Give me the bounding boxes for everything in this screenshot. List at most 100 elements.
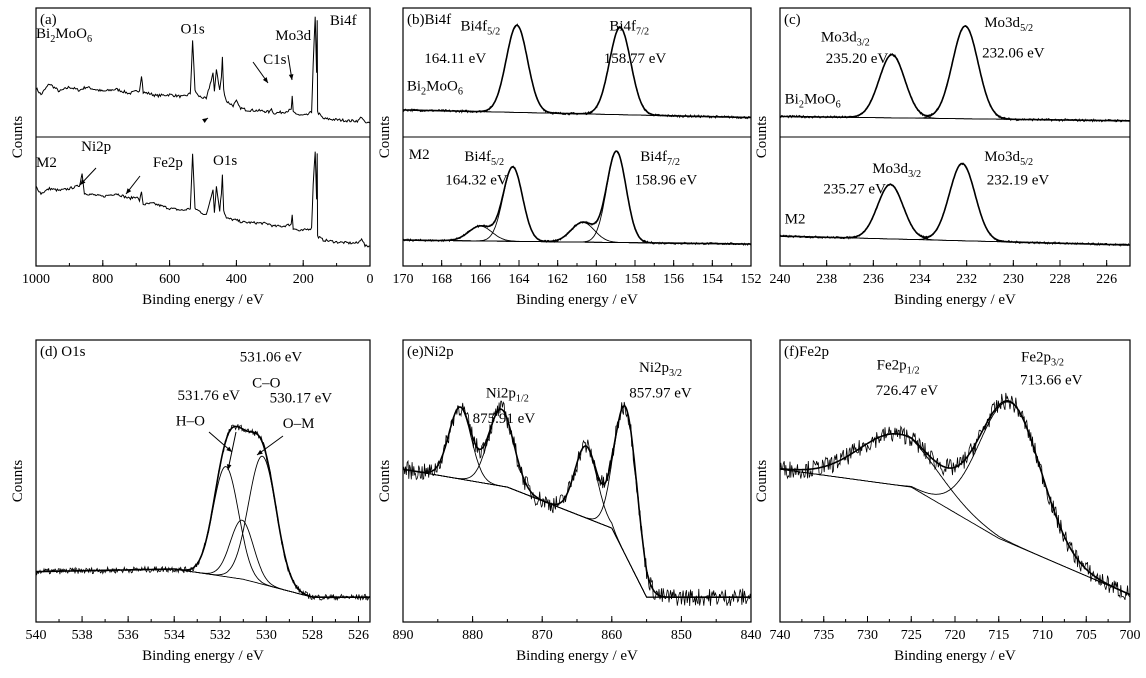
series-m2: [35, 151, 371, 248]
x-tick-label: 236: [863, 272, 884, 287]
component-peak: [403, 225, 751, 245]
x-tick-label: 800: [92, 272, 113, 287]
annotation-label: Mo3d5/2: [984, 15, 1033, 34]
x-tick-label: 870: [532, 628, 553, 643]
component-peak: [403, 151, 751, 245]
x-tick-label: 1000: [22, 272, 50, 287]
component-peak: [403, 24, 751, 118]
y-axis-label: Counts: [377, 460, 393, 503]
annotation-arrow: [202, 117, 209, 124]
x-tick-label: 720: [945, 628, 966, 643]
plot-frame: [402, 339, 752, 623]
annotation-arrow: [125, 175, 141, 195]
annotation-label: C1s: [263, 52, 287, 68]
x-tick-label: 160: [586, 272, 607, 287]
annotation-arrow: [256, 435, 284, 456]
fit-envelope: [403, 150, 751, 245]
annotation-label: O1s: [181, 22, 205, 38]
x-tick-label: 168: [431, 272, 452, 287]
annotation-arrow: [208, 431, 233, 453]
component-peak: [402, 408, 751, 598]
annotation-arrow: [226, 431, 237, 471]
component-peak: [36, 519, 370, 598]
raw-data: [402, 150, 752, 246]
panel-c: 240 238 236 234 232 230 228 226 Binding energy /…: [754, 7, 1131, 308]
x-tick-label: 890: [393, 628, 414, 643]
series-bi2moo6: [35, 16, 371, 124]
x-tick-label: 240: [770, 272, 791, 287]
x-tick-label: 154: [702, 272, 723, 287]
annotation-label: O–M: [283, 416, 315, 432]
panel-d: 540 538 536 534 532 530 528 526 Binding energy /…: [10, 339, 371, 664]
x-tick-label: 158: [625, 272, 646, 287]
annotation-label: 857.97 eV: [629, 386, 692, 402]
series-m2: [779, 162, 1131, 247]
y-axis-label: Counts: [377, 116, 393, 159]
annotation-label: 530.17 eV: [270, 391, 333, 407]
annotation-label: 531.06 eV: [240, 350, 303, 366]
component-peak: [36, 455, 370, 598]
annotation-arrow: [252, 61, 269, 84]
x-axis-label: Binding energy / eV: [516, 648, 638, 664]
raw-data: [402, 400, 752, 607]
annotation-label: 158.77 eV: [604, 51, 667, 67]
panel-label: (c): [784, 12, 801, 28]
x-tick-label: 526: [348, 628, 369, 643]
annotation-arrow: [79, 167, 97, 186]
fit-envelope: [780, 25, 1130, 122]
x-tick-label: 840: [741, 628, 762, 643]
panel-label: (d) O1s: [40, 344, 86, 360]
x-tick-label: 228: [1050, 272, 1071, 287]
annotation-label: 235.20 eV: [826, 51, 889, 67]
annotation-label: Bi4f5/2: [464, 149, 504, 168]
x-tick-label: 200: [293, 272, 314, 287]
x-tick-label: 735: [813, 628, 834, 643]
x-tick-label: 880: [462, 628, 483, 643]
annotation-arrow: [287, 54, 294, 81]
panel-e: 890 880 870 860 850 840 Binding energy / eV Cou…: [377, 339, 762, 664]
x-tick-label: 152: [741, 272, 762, 287]
x-tick-label: 710: [1032, 628, 1053, 643]
x-tick-label: 156: [663, 272, 684, 287]
annotation-label: O1s: [213, 153, 237, 169]
y-axis-label: Counts: [754, 460, 770, 503]
annotation-label: C–O: [252, 375, 281, 391]
x-tick-label: 536: [118, 628, 139, 643]
series-o1s: [35, 424, 371, 602]
plot-frame: [35, 339, 371, 623]
x-axis-label: Binding energy / eV: [142, 648, 264, 664]
annotation-label: 875.91 eV: [473, 411, 536, 427]
x-tick-label: 170: [393, 272, 414, 287]
series-fe2p: [779, 392, 1131, 601]
annotation-label: 726.47 eV: [876, 383, 939, 399]
x-tick-label: 850: [671, 628, 692, 643]
x-tick-label: 230: [1003, 272, 1024, 287]
x-tick-label: 740: [770, 628, 791, 643]
annotation-label: Fe2p: [153, 155, 183, 171]
fit-envelope: [403, 24, 751, 119]
x-tick-label: 232: [956, 272, 977, 287]
background-line: [779, 468, 1131, 596]
x-tick-label: 540: [26, 628, 47, 643]
background-line: [402, 468, 751, 598]
component-peak: [779, 433, 1131, 596]
panel-f: 740 735 730 725 720 715 710 705 700 Binding energ…: [754, 339, 1141, 664]
annotation-label: Ni2p3/2: [639, 360, 682, 379]
x-axis-label: Binding energy / eV: [894, 648, 1016, 664]
annotation-label: 232.19 eV: [987, 173, 1050, 189]
x-tick-label: 530: [256, 628, 277, 643]
annotation-label: 235.27 eV: [823, 182, 886, 198]
raw-data: [402, 23, 752, 120]
y-axis-label: Counts: [10, 460, 26, 503]
raw-data: [35, 424, 371, 602]
fit-envelope: [780, 162, 1130, 246]
annotation-label: M2: [36, 155, 57, 171]
x-tick-label: 238: [816, 272, 837, 287]
x-tick-label: 538: [72, 628, 93, 643]
annotation-label: M2: [785, 211, 806, 227]
y-axis-label: Counts: [754, 116, 770, 159]
raw-data: [779, 392, 1131, 601]
annotation-label: Bi2MoO6: [407, 78, 463, 97]
annotation-label: Fe2p3/2: [1021, 350, 1064, 369]
